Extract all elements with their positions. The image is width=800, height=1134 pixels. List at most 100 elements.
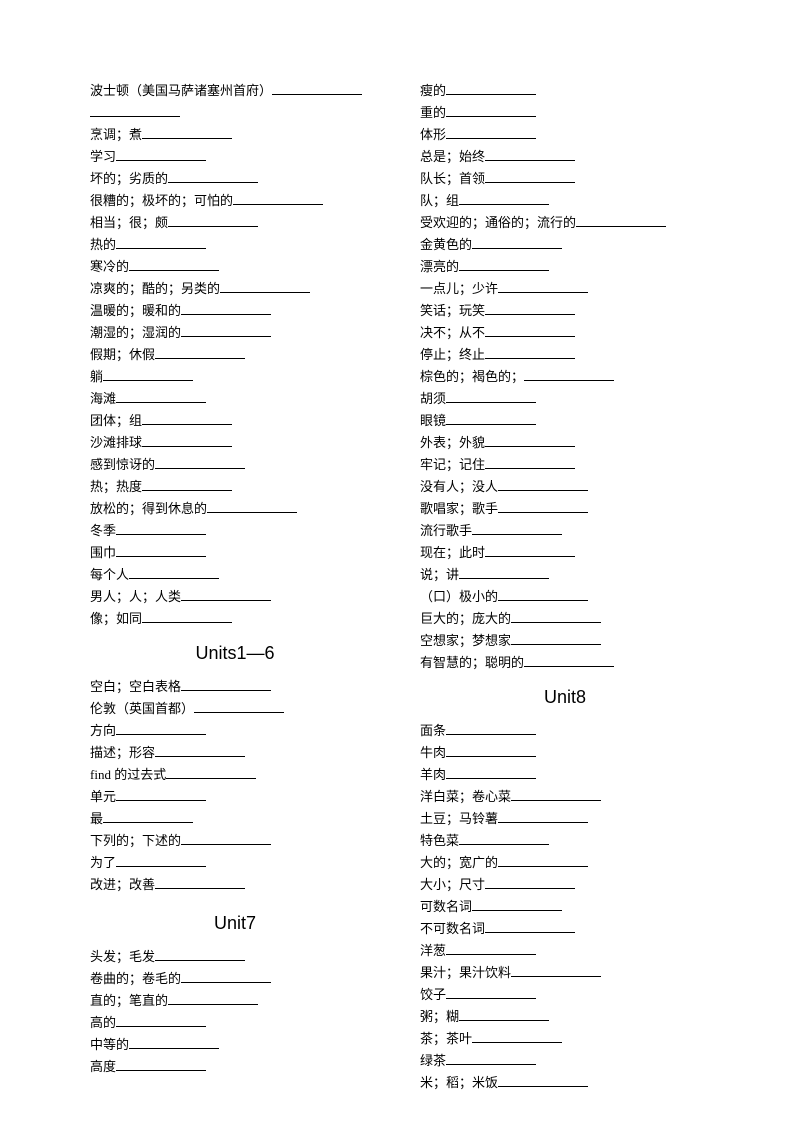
right-s2-entry: 粥；糊	[420, 1006, 710, 1028]
entry-label: 为了	[90, 855, 116, 870]
left-s1-entry: 寒冷的	[90, 256, 380, 278]
entry-label: 海滩	[90, 391, 116, 406]
entry-label: 高的	[90, 1015, 116, 1030]
right-column: 瘦的重的体形总是；始终队长；首领队；组受欢迎的；通俗的；流行的金黄色的漂亮的一点…	[420, 80, 710, 1094]
entry-label: 波士顿（美国马萨诸塞州首府）	[90, 83, 272, 98]
left-s1-entry: 潮湿的；湿润的	[90, 322, 380, 344]
entry-label: 决不；从不	[420, 325, 485, 340]
entry-label: 瘦的	[420, 83, 446, 98]
left-s2-entry: 为了	[90, 852, 380, 874]
right-s2-entry: 面条	[420, 720, 710, 742]
blank-line	[524, 366, 614, 381]
blank-line	[472, 896, 562, 911]
left-s1-entry: 热；热度	[90, 476, 380, 498]
entry-label: 巨大的；庞大的	[420, 611, 511, 626]
blank-line	[446, 720, 536, 735]
right-s2-entry: 可数名词	[420, 896, 710, 918]
blank-line	[485, 454, 575, 469]
entry-label: 牛肉	[420, 745, 446, 760]
blank-line	[207, 498, 297, 513]
entry-label: 笑话；玩笑	[420, 303, 485, 318]
right-s1-entry: 笑话；玩笑	[420, 300, 710, 322]
blank-line	[576, 212, 666, 227]
entry-label: 男人；人；人类	[90, 589, 181, 604]
entry-label: 胡须	[420, 391, 446, 406]
entry-label: 相当；很；颇	[90, 215, 168, 230]
entry-label: 单元	[90, 789, 116, 804]
entry-label: 描述；形容	[90, 745, 155, 760]
left-s3-entry: 中等的	[90, 1034, 380, 1056]
blank-line	[472, 1028, 562, 1043]
entry-label: 改进；改善	[90, 877, 155, 892]
blank-line	[498, 1072, 588, 1087]
left-s1-entry: 热的	[90, 234, 380, 256]
right-s2-entry: 洋白菜；卷心菜	[420, 786, 710, 808]
entry-label: 现在；此时	[420, 545, 485, 560]
right-s2-entry: 不可数名词	[420, 918, 710, 940]
entry-label: （口）极小的	[420, 589, 498, 604]
right-s2-entry: 绿茶	[420, 1050, 710, 1072]
right-s1-entry: 空想家；梦想家	[420, 630, 710, 652]
left-s1-entry: 温暖的；暖和的	[90, 300, 380, 322]
entry-label: 放松的；得到休息的	[90, 501, 207, 516]
blank-line	[168, 212, 258, 227]
blank-line	[168, 168, 258, 183]
entry-label: 茶；茶叶	[420, 1031, 472, 1046]
right-s1-entry: 瘦的	[420, 80, 710, 102]
blank-line	[116, 852, 206, 867]
blank-line	[116, 1012, 206, 1027]
entry-label: 面条	[420, 723, 446, 738]
blank-line	[116, 234, 206, 249]
entry-label: 大的；宽广的	[420, 855, 498, 870]
blank-line	[116, 720, 206, 735]
right-s1-entry: 说；讲	[420, 564, 710, 586]
left-s2-entry: 空白；空白表格	[90, 676, 380, 698]
entry-label: 体形	[420, 127, 446, 142]
blank-line	[116, 388, 206, 403]
left-s1-entry: 放松的；得到休息的	[90, 498, 380, 520]
blank-line	[485, 344, 575, 359]
entry-label: 队；组	[420, 193, 459, 208]
entry-label: 空白；空白表格	[90, 679, 181, 694]
blank-line	[498, 498, 588, 513]
right-s2-entry: 牛肉	[420, 742, 710, 764]
right-s1-entry: 流行歌手	[420, 520, 710, 542]
blank-line	[181, 300, 271, 315]
blank-line	[446, 764, 536, 779]
entry-label: 羊肉	[420, 767, 446, 782]
entry-label: 沙滩排球	[90, 435, 142, 450]
blank-line	[181, 586, 271, 601]
entry-label: 大小；尺寸	[420, 877, 485, 892]
entry-label: 学习	[90, 149, 116, 164]
blank-line	[155, 874, 245, 889]
blank-line	[485, 146, 575, 161]
right-s1-entry: 队；组	[420, 190, 710, 212]
entry-label: 总是；始终	[420, 149, 485, 164]
entry-label: 围巾	[90, 545, 116, 560]
entry-label: 烹调；煮	[90, 127, 142, 142]
entry-label: 中等的	[90, 1037, 129, 1052]
left-s1-entry: 烹调；煮	[90, 124, 380, 146]
blank-line	[129, 256, 219, 271]
blank-line	[155, 454, 245, 469]
left-s2-entry: 伦敦（英国首都）	[90, 698, 380, 720]
blank-line	[181, 968, 271, 983]
left-s1-entry: 假期；休假	[90, 344, 380, 366]
entry-label: 像；如同	[90, 611, 142, 626]
right-s1-entry: 没有人；没人	[420, 476, 710, 498]
blank-line	[511, 786, 601, 801]
left-s2-entry: 单元	[90, 786, 380, 808]
entry-label: 寒冷的	[90, 259, 129, 274]
blank-line	[116, 520, 206, 535]
entry-label: 果汁；果汁饮料	[420, 965, 511, 980]
entry-label: 热的	[90, 237, 116, 252]
right-s1-entry: 停止；终止	[420, 344, 710, 366]
entry-label: 伦敦（英国首都）	[90, 701, 194, 716]
right-s1-entry: 受欢迎的；通俗的；流行的	[420, 212, 710, 234]
entry-label: 金黄色的	[420, 237, 472, 252]
entry-label: 方向	[90, 723, 116, 738]
right-s1-entry: 决不；从不	[420, 322, 710, 344]
entry-label: 每个人	[90, 567, 129, 582]
left-s1-entry: 很糟的；极坏的；可怕的	[90, 190, 380, 212]
right-s2-entry: 特色菜	[420, 830, 710, 852]
